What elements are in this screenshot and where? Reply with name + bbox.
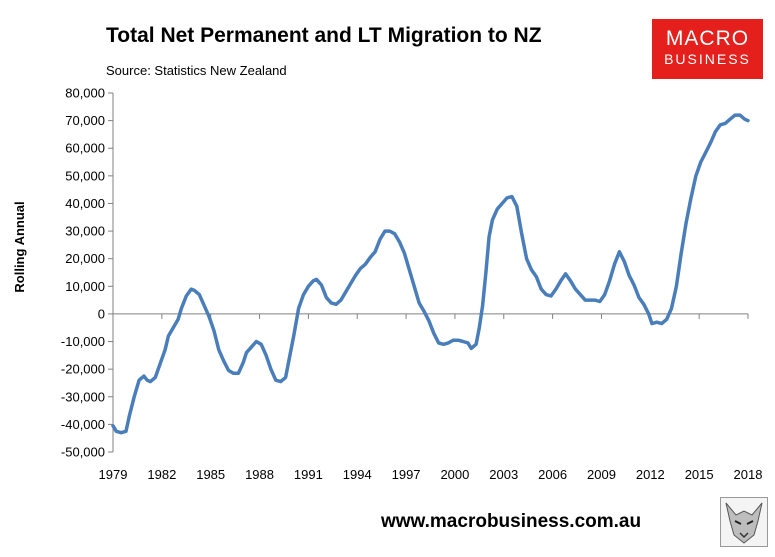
y-tick-label: 70,000 <box>65 113 105 128</box>
chart-source: Source: Statistics New Zealand <box>106 63 287 78</box>
x-tick-label: 1979 <box>99 467 128 482</box>
y-tick-label: 80,000 <box>65 86 105 101</box>
y-tick-label: 0 <box>98 306 105 321</box>
x-tick-label: 2015 <box>685 467 714 482</box>
chart-title: Total Net Permanent and LT Migration to … <box>106 24 542 47</box>
macrobusiness-logo: MACRO BUSINESS <box>652 19 763 79</box>
y-tick-label: -30,000 <box>61 389 105 404</box>
y-tick-label: -10,000 <box>61 334 105 349</box>
y-tick-label: 60,000 <box>65 141 105 156</box>
series-line <box>111 113 750 435</box>
logo-line-1: MACRO <box>665 27 750 50</box>
x-tick-label: 2018 <box>734 467 763 482</box>
y-tick-label: 20,000 <box>65 251 105 266</box>
x-tick-label: 1997 <box>392 467 421 482</box>
x-tick-label: 1991 <box>294 467 323 482</box>
y-axis-label: Rolling Annual <box>12 201 27 292</box>
y-tick-label: -50,000 <box>61 445 105 460</box>
y-axis-ticks: -50,000 -40,000 -30,000 -20,000 -10,000 0 10,0… <box>61 86 113 460</box>
x-tick-label: 2000 <box>440 467 469 482</box>
x-tick-label: 2003 <box>489 467 518 482</box>
x-axis-ticks: 1979 1982 1985 1988 1991 1994 1997 2000 2003 2006… <box>99 313 763 482</box>
x-tick-label: 2006 <box>538 467 567 482</box>
y-tick-label: 50,000 <box>65 168 105 183</box>
x-tick-label: 2009 <box>587 467 616 482</box>
wolf-icon <box>720 497 768 547</box>
y-tick-label: -40,000 <box>61 417 105 432</box>
y-tick-label: 40,000 <box>65 196 105 211</box>
y-tick-label: 30,000 <box>65 224 105 239</box>
y-tick-label: -20,000 <box>61 362 105 377</box>
x-tick-label: 1994 <box>343 467 372 482</box>
logo-line-2: BUSINESS <box>664 51 751 67</box>
x-tick-label: 1988 <box>245 467 274 482</box>
y-tick-label: 10,000 <box>65 279 105 294</box>
x-tick-label: 2012 <box>636 467 665 482</box>
x-tick-label: 1982 <box>147 467 176 482</box>
footer-url: www.macrobusiness.com.au <box>381 511 642 532</box>
x-tick-label: 1985 <box>196 467 225 482</box>
